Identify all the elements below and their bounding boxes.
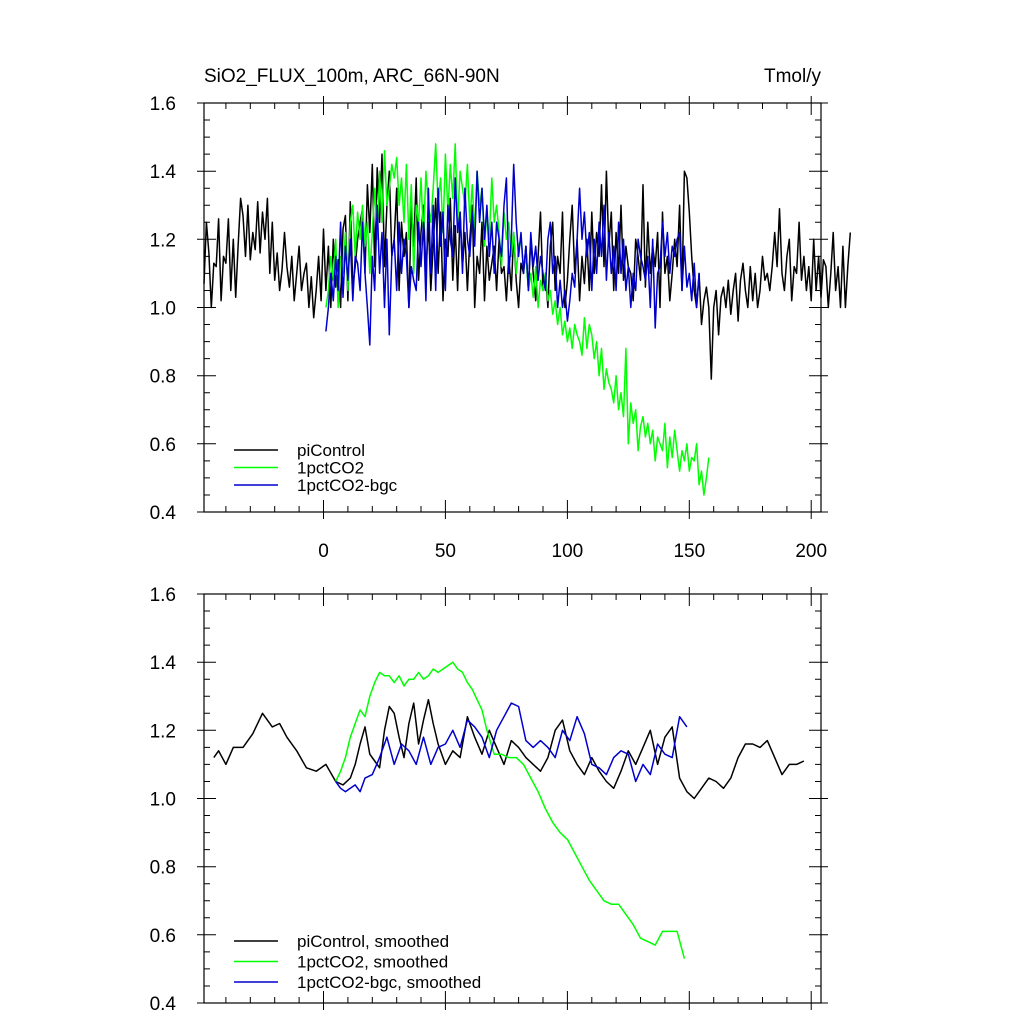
y-tick-label: 0.4 [150,503,177,524]
legend-label: 1pctCO2-bgc [297,476,398,495]
y-tick-label: 0.4 [150,994,177,1015]
y-tick-labels-top: 0.4 0.6 0.8 1.0 1.2 1.4 1.6 [150,94,177,524]
tick-marks-bottom [197,587,828,1010]
legend-label: 1pctCO2-bgc, smoothed [297,973,481,992]
y-tick-label: 0.6 [150,926,176,947]
legend-label: 1pctCO2 [297,459,364,478]
y-tick-label: 1.4 [150,653,177,674]
x-tick-label: 0 [318,541,329,562]
series-lines-top [203,143,852,496]
legend-label: piControl, smoothed [297,932,449,951]
y-tick-label: 1.4 [150,162,177,183]
y-tick-label: 1.0 [150,790,176,811]
legend-label: piControl [297,441,365,460]
x-tick-labels-top: 0 50 100 150 200 [318,541,827,562]
axis-ticks [197,587,828,1010]
series-lines-bottom [213,661,805,959]
y-tick-label: 0.8 [150,858,176,879]
series-line-1pctco2-bgc-smoothed [335,702,688,793]
series-line-1pctco2-bgc [325,163,700,346]
y-tick-label: 1.2 [150,721,176,742]
y-tick-label: 0.8 [150,367,176,388]
y-tick-label: 1.6 [150,585,176,606]
y-tick-label: 1.2 [150,230,176,251]
y-tick-label: 1.0 [150,299,176,320]
series-line-1pctco2 [325,143,710,496]
x-tick-label: 200 [795,541,827,562]
y-tick-labels-bottom: 0.4 0.6 0.8 1.0 1.2 1.4 1.6 [150,585,177,1015]
series-line-1pctco2-smoothed [335,661,686,959]
x-tick-label: 150 [673,541,705,562]
y-tick-label: 1.6 [150,94,176,115]
axis-ticks [197,96,828,519]
tick-marks-top [197,96,828,519]
chart-title: SiO2_FLUX_100m, ARC_66N-90N [204,66,500,87]
x-tick-label: 50 [435,541,456,562]
legend-bottom: piControl, smoothed 1pctCO2, smoothed1pct… [234,932,481,992]
x-tick-label: 100 [552,541,584,562]
y-tick-label: 0.6 [150,435,176,456]
top-panel: SiO2_FLUX_100m, ARC_66N-90N Tmol/y 0.40.… [150,66,852,562]
series-line-picontrol-smoothed [213,698,805,800]
legend-label: 1pctCO2, smoothed [297,953,448,972]
units-label: Tmol/y [764,66,822,87]
bottom-panel: 0.4 0.6 0.8 1.0 1.2 1.4 1.6 piControl, smoothe… [150,585,828,1015]
